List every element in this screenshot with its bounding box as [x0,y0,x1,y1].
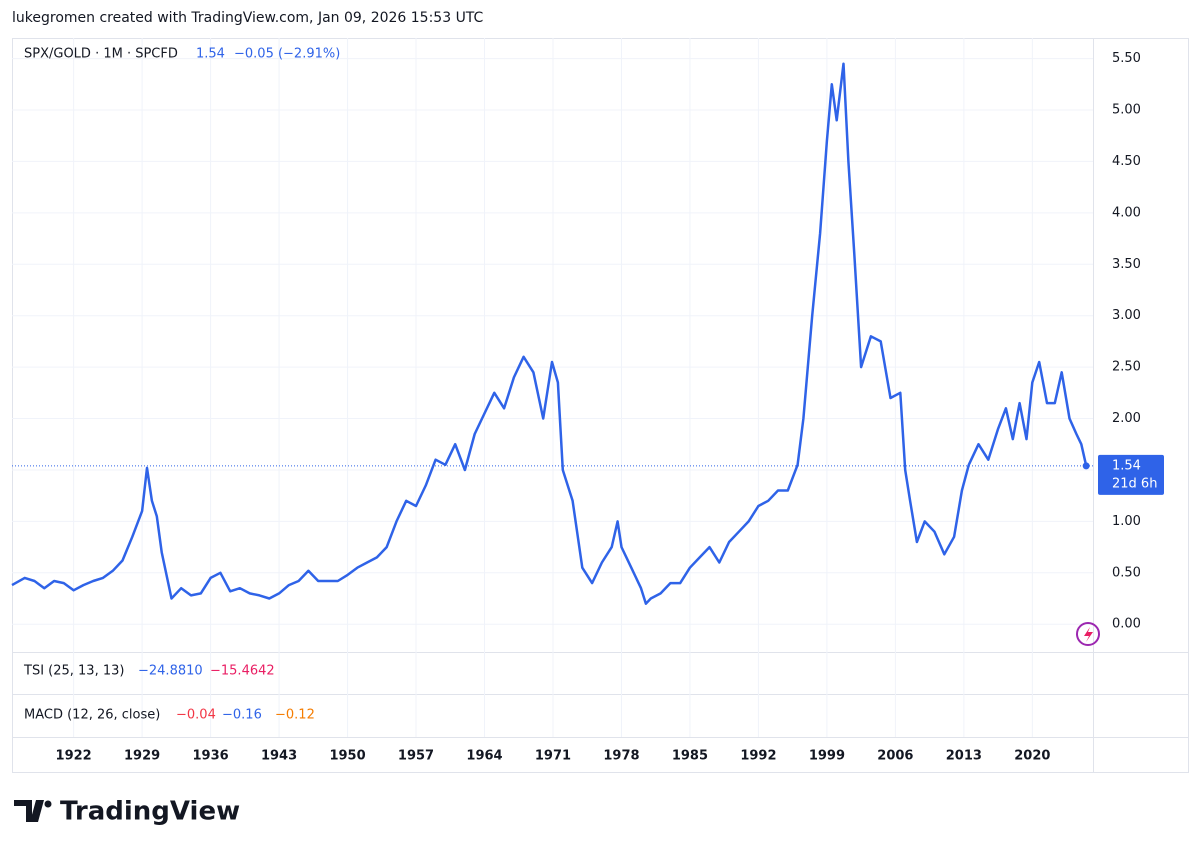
y-tick-label: 3.50 [1112,257,1141,272]
x-tick-label: 1936 [192,749,228,764]
y-tick-label: 5.00 [1112,102,1141,117]
x-tick-label: 1978 [603,749,639,764]
alert-icon[interactable] [1076,622,1100,646]
y-tick-label: 4.00 [1112,205,1141,220]
legend-symbol: SPX/GOLD · 1M · SPCFD [24,47,178,62]
x-tick-label: 1957 [398,749,434,764]
y-tick-label: 3.00 [1112,308,1141,323]
grid [12,38,1093,737]
logo [14,800,52,822]
price-badge [1098,454,1164,495]
pane-name: TSI (25, 13, 13) [23,664,124,679]
x-tick-label: 1950 [329,749,365,764]
x-tick-label: 2020 [1014,749,1050,764]
pane-value: −0.04 [176,708,216,723]
x-tick-label: 1964 [466,749,502,764]
y-tick-label: 5.50 [1112,51,1141,66]
pane-value: −24.8810 [138,664,203,679]
pane-value: −0.16 [222,708,262,723]
x-tick-label: 1992 [740,749,776,764]
x-tick-label: 1985 [672,749,708,764]
legend-change: −0.05 (−2.91%) [234,47,340,62]
y-tick-label: 2.00 [1112,411,1141,426]
price-badge-value: 1.54 [1112,458,1141,473]
x-tick-label: 2006 [877,749,913,764]
price-badge-countdown: 21d 6h [1112,476,1157,491]
y-tick-label: 1.00 [1112,514,1141,529]
y-tick-label: 4.50 [1112,154,1141,169]
y-tick-label: 2.50 [1112,360,1141,375]
pane-name: MACD (12, 26, close) [24,708,160,723]
pane-value: −0.12 [275,708,315,723]
x-tick-label: 1943 [261,749,297,764]
x-tick-label: 1922 [56,749,92,764]
brand: TradingView [60,797,240,827]
y-tick-label: 0.00 [1112,617,1141,632]
legend-last: 1.54 [196,47,225,62]
chart-frame [12,38,1189,773]
plot [11,62,1093,605]
last-point [1082,462,1090,470]
x-tick-label: 1929 [124,749,160,764]
x-tick-label: 2013 [946,749,982,764]
x-tick-label: 1999 [809,749,845,764]
y-tick-label: 0.50 [1112,565,1141,580]
header: lukegromen created with TradingView.com,… [12,10,484,26]
price-line [11,62,1088,605]
pane-value: −15.4642 [210,664,275,679]
x-tick-label: 1971 [535,749,571,764]
